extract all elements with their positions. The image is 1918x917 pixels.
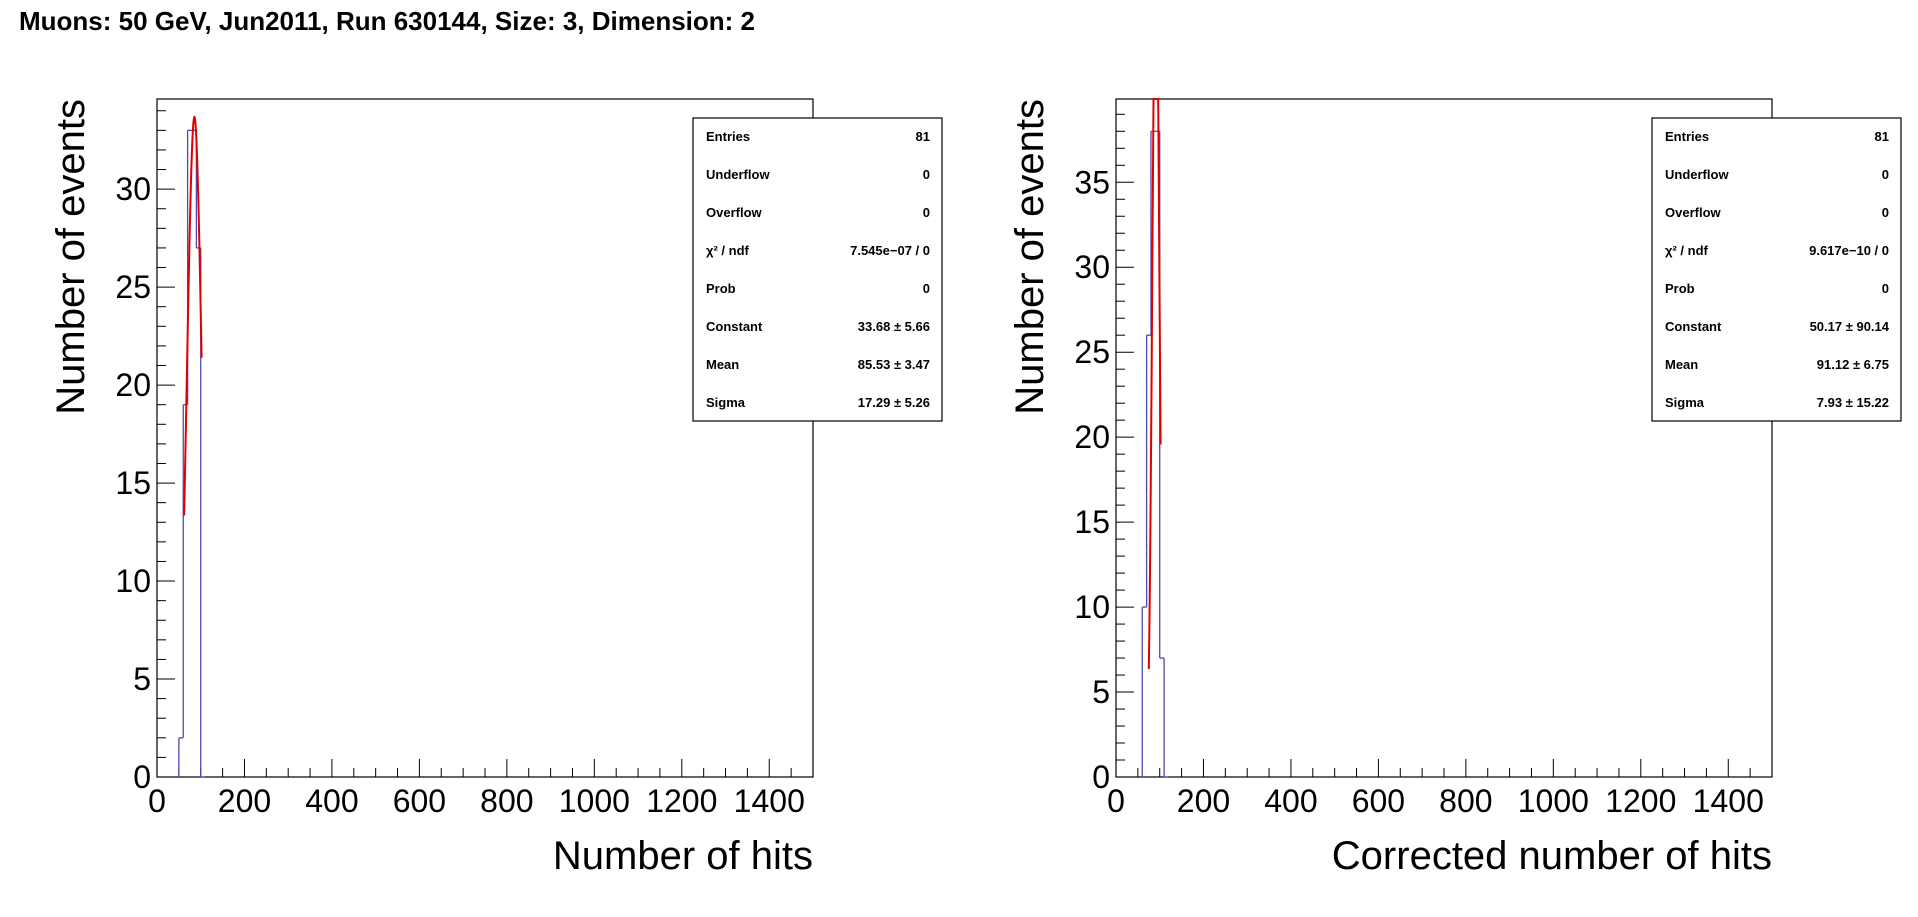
y-tick-label: 30 [1074,249,1110,285]
y-tick-label: 10 [115,563,151,599]
x-tick-label: 200 [218,783,271,819]
stats-label: Constant [1665,319,1722,334]
x-tick-label: 1400 [1693,783,1764,819]
y-tick-label: 30 [115,171,151,207]
stats-label: Overflow [1665,205,1722,220]
y-tick-label: 5 [133,661,151,697]
x-tick-label: 1000 [1518,783,1589,819]
page-title: Muons: 50 GeV, Jun2011, Run 630144, Size… [19,6,755,36]
stats-value: 85.53 ± 3.47 [858,357,930,372]
stats-label: Entries [706,129,750,144]
corrected-hits-histogram-chart: 0 200 400 600 800 1000 1200 1400 0 5 10 15 20 25 30 35 C… [1008,98,1902,878]
stats-value: 7.93 ± 15.22 [1817,395,1889,410]
x-tick-label: 1400 [734,783,805,819]
x-tick-label: 400 [1264,783,1317,819]
stats-label: Underflow [706,167,770,182]
y-tick-label: 25 [115,269,151,305]
stats-value: 81 [916,129,930,144]
stats-label: Prob [1665,281,1695,296]
y-tick-label: 35 [1074,164,1110,200]
stats-label: Mean [1665,357,1698,372]
hits-histogram-chart: 0 200 400 600 800 1000 1200 1400 0 5 10 15 20 25 30 Num… [49,98,943,878]
x-tick-label: 1000 [559,783,630,819]
stats-value: 50.17 ± 90.14 [1810,319,1890,334]
stats-value: 33.68 ± 5.66 [858,319,930,334]
stats-label: Overflow [706,205,763,220]
y-tick-label: 10 [1074,589,1110,625]
x-tick-label: 800 [480,783,533,819]
y-tick-label: 20 [115,367,151,403]
stats-label: Entries [1665,129,1709,144]
y-tick-label: 0 [1092,759,1110,795]
stats-label: χ² / ndf [706,243,750,258]
stats-value: 0 [923,281,930,296]
stats-value: 0 [923,205,930,220]
y-axis-title: Number of events [1008,99,1052,415]
x-tick-label: 1200 [1605,783,1676,819]
x-tick-label: 400 [305,783,358,819]
gaussian-fit-curve [183,115,203,516]
gaussian-fit-curve [1147,98,1162,670]
stats-box [692,117,943,422]
stats-value: 9.617e−10 / 0 [1809,243,1889,258]
stats-label: χ² / ndf [1665,243,1709,258]
y-tick-label: 15 [1074,504,1110,540]
stats-label: Prob [706,281,736,296]
y-tick-label: 25 [1074,334,1110,370]
y-tick-label: 15 [115,465,151,501]
y-tick-label: 20 [1074,419,1110,455]
x-tick-label: 0 [1107,783,1125,819]
x-axis-title: Corrected number of hits [1332,834,1772,878]
stats-label: Sigma [1665,395,1705,410]
stats-value: 91.12 ± 6.75 [1817,357,1889,372]
stats-value: 0 [1882,167,1889,182]
y-tick-label: 5 [1092,674,1110,710]
x-tick-label: 800 [1439,783,1492,819]
stats-value: 0 [1882,281,1889,296]
stats-value: 0 [923,167,930,182]
x-tick-label: 600 [1352,783,1405,819]
stats-label: Sigma [706,395,746,410]
stats-value: 17.29 ± 5.26 [858,395,930,410]
x-tick-label: 0 [148,783,166,819]
stats-value: 7.545e−07 / 0 [850,243,930,258]
x-tick-label: 200 [1177,783,1230,819]
stats-label: Constant [706,319,763,334]
x-axis-title: Number of hits [553,834,813,878]
y-tick-label: 0 [133,759,151,795]
x-tick-label: 600 [393,783,446,819]
y-axis-title: Number of events [49,99,93,415]
stats-value: 81 [1875,129,1889,144]
stats-value: 0 [1882,205,1889,220]
stats-label: Underflow [1665,167,1729,182]
stats-box [1651,117,1902,422]
stats-label: Mean [706,357,739,372]
x-tick-label: 1200 [646,783,717,819]
